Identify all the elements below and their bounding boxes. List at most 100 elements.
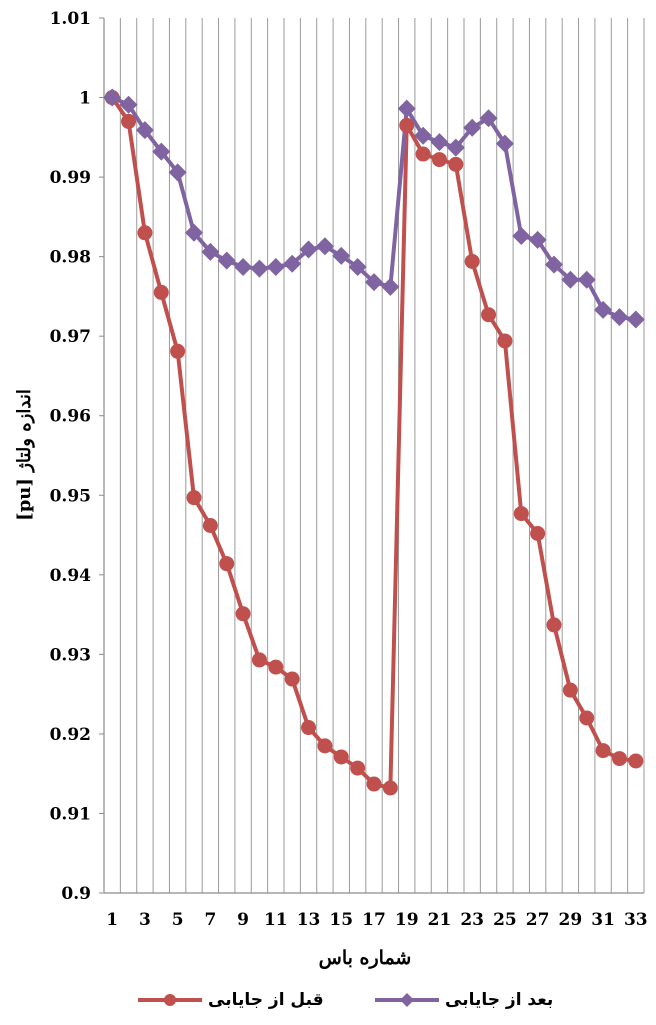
data-point-after — [430, 133, 449, 152]
data-point-after — [365, 273, 383, 292]
data-point-after — [266, 257, 285, 276]
data-point-before — [153, 284, 169, 300]
data-point-after — [545, 255, 563, 274]
data-point-before — [431, 152, 447, 168]
y-tick-label: 1 — [79, 89, 91, 109]
data-point-before — [481, 307, 497, 323]
data-point-before — [137, 225, 153, 241]
data-point-before — [530, 525, 546, 541]
data-point-before — [595, 743, 611, 759]
chart-legend: بعد از جایابی قبل از جایابی — [0, 985, 656, 1015]
data-point-after — [446, 138, 465, 157]
data-point-before — [513, 506, 529, 522]
data-point-before — [268, 659, 284, 675]
data-point-after — [414, 126, 433, 145]
data-point-after — [610, 308, 629, 327]
grid-lines — [103, 18, 645, 893]
y-tick-label: 0.91 — [50, 804, 91, 824]
x-tick-label: 27 — [526, 910, 550, 930]
data-point-before — [235, 606, 251, 622]
data-point-after — [512, 226, 531, 245]
data-point-after — [315, 237, 334, 256]
data-point-after — [381, 277, 400, 296]
data-point-before — [415, 146, 431, 162]
x-tick-label: 31 — [591, 910, 615, 930]
y-tick-label: 0.96 — [50, 407, 91, 427]
data-point-before — [628, 753, 644, 769]
data-point-after — [119, 95, 138, 114]
x-tick-label: 5 — [172, 910, 184, 930]
data-point-before — [170, 343, 186, 359]
x-tick-label: 13 — [297, 910, 321, 930]
legend-item-after: بعد از جایابی — [375, 985, 553, 1015]
data-point-before — [350, 760, 366, 776]
data-point-after — [168, 163, 187, 182]
axes — [99, 17, 644, 894]
data-point-after — [463, 118, 482, 137]
legend-swatch-before — [138, 994, 202, 1006]
x-tick-label: 23 — [460, 910, 484, 930]
data-point-after — [152, 142, 171, 161]
x-tick-label: 15 — [329, 910, 353, 930]
x-tick-label: 17 — [362, 910, 386, 930]
x-tick-label: 1 — [106, 910, 118, 930]
data-point-after — [348, 257, 367, 276]
y-tick-label: 0.98 — [50, 248, 91, 268]
data-point-after — [397, 99, 416, 118]
x-tick-label: 29 — [559, 910, 583, 930]
data-point-after — [283, 254, 302, 273]
x-tick-label: 33 — [624, 910, 648, 930]
legend-label-after: بعد از جایابی — [445, 990, 554, 1010]
data-point-before — [121, 113, 137, 129]
y-axis-label: اندازه ولتاژ [pu] — [14, 389, 35, 521]
data-point-after — [594, 300, 613, 319]
x-axis-label: شماره باس — [319, 947, 412, 969]
data-point-before — [317, 738, 333, 754]
legend-swatch-after — [375, 993, 439, 1007]
data-point-after — [185, 223, 203, 242]
data-point-after — [495, 134, 514, 153]
data-point-before — [382, 780, 398, 796]
x-tick-label: 21 — [428, 910, 452, 930]
data-point-after — [250, 259, 269, 278]
y-tick-label: 0.97 — [50, 327, 91, 347]
data-point-after — [626, 310, 645, 329]
x-tick-label: 7 — [204, 910, 216, 930]
data-point-after — [217, 251, 236, 270]
data-point-after — [577, 270, 596, 289]
data-point-before — [497, 333, 513, 349]
legend-item-before: قبل از جایابی — [138, 985, 324, 1015]
data-point-before — [284, 671, 300, 687]
x-tick-label: 19 — [395, 910, 419, 930]
data-point-before — [301, 720, 317, 736]
data-point-before — [579, 710, 595, 726]
data-point-before — [202, 518, 218, 533]
data-point-after — [135, 121, 154, 140]
x-tick-label: 3 — [139, 910, 151, 930]
data-point-after — [528, 230, 547, 249]
data-point-before — [251, 652, 267, 668]
y-tick-label: 0.92 — [50, 725, 91, 745]
data-point-before — [611, 751, 627, 767]
data-point-before — [366, 776, 382, 792]
data-point-before — [464, 253, 480, 269]
y-tick-label: 0.94 — [50, 566, 92, 586]
data-point-before — [399, 117, 415, 133]
data-point-after — [299, 240, 318, 259]
tick-labels: 0.9 0.91 0.92 0.93 0.94 0.95 0.96 0.97 0.98 0.99 1… — [50, 9, 648, 930]
series-line-before — [110, 96, 637, 790]
y-tick-label: 0.95 — [50, 486, 91, 506]
y-tick-label: 0.9 — [61, 884, 91, 904]
x-tick-label: 9 — [237, 910, 249, 930]
data-point-after — [332, 246, 351, 265]
data-point-after — [103, 88, 122, 107]
data-point-after — [234, 257, 253, 276]
y-tick-label: 0.93 — [50, 645, 91, 665]
y-tick-label: 1.01 — [50, 9, 91, 29]
data-point-after — [479, 109, 498, 128]
y-tick-label: 0.99 — [50, 168, 91, 188]
data-point-before — [448, 156, 464, 172]
data-point-before — [186, 490, 202, 506]
data-point-before — [562, 682, 578, 698]
